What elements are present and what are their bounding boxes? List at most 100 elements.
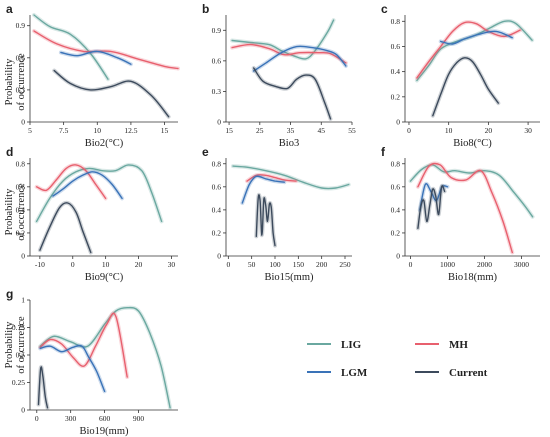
x-tick-label: -10 <box>35 260 45 269</box>
series-band-current-d <box>37 200 93 255</box>
x-tick-label: 7.5 <box>59 126 69 135</box>
panel-c: c 0 0.2 0.4 0.6 0.8 0 10 20 30 Bio8(°C) <box>381 2 540 149</box>
x-tick-label: 25 <box>256 126 264 135</box>
x-tick-label: 0 <box>409 260 413 269</box>
series-line-lig-d <box>35 164 163 223</box>
panel-b: b 0 0.3 0.6 0.9 15 25 35 45 55 Bio3 <box>202 2 356 149</box>
y-tick-label: 0.8 <box>212 159 222 168</box>
y-tick-label: 0.3 <box>16 85 26 94</box>
x-tick-label: 3000 <box>514 260 529 269</box>
y-tick-label: 0.8 <box>391 17 401 26</box>
panel-d: d 0 0.2 0.4 0.6 0.8 -10 0 10 20 30 Bio9(°C) <box>6 145 178 283</box>
y-axis-title-row2-line1: Probability <box>4 188 15 235</box>
series-line-mh-g <box>39 312 128 378</box>
x-tick-label: 200 <box>316 260 328 269</box>
series-line-current-e <box>255 194 276 247</box>
x-tick-label: 20 <box>135 260 143 269</box>
y-tick-label: 0.9 <box>16 21 26 30</box>
y-tick-label: 0.4 <box>391 67 401 76</box>
series-line-current-a <box>53 69 170 118</box>
x-axis-title-g: Bio19(mm) <box>80 426 130 437</box>
panel-letter-d: d <box>6 145 13 159</box>
legend-label-lig: LIG <box>341 339 362 351</box>
series-band-current-a <box>52 68 171 119</box>
x-tick-label: 55 <box>348 126 356 135</box>
x-tick-label: 300 <box>65 414 77 423</box>
x-tick-label: 20 <box>485 126 493 135</box>
y-tick-label: 0.2 <box>391 228 401 237</box>
y-tick-label: 0.4 <box>212 205 222 214</box>
panel-letter-e: e <box>202 145 209 159</box>
y-tick-label: 0 <box>217 252 221 261</box>
x-tick-label: 30 <box>524 126 532 135</box>
x-tick-label: 50 <box>248 260 256 269</box>
x-tick-label: 0 <box>71 260 75 269</box>
y-tick-label: 0.6 <box>391 182 401 191</box>
legend-item-lig: LIG <box>307 339 362 351</box>
series-band-mh-a <box>32 29 180 71</box>
panel-letter-c: c <box>381 2 388 16</box>
y-tick-label: 0.9 <box>212 26 222 35</box>
series-line-mh-a <box>33 30 179 70</box>
series-band-current-b <box>251 66 333 121</box>
x-tick-label: 0 <box>35 414 39 423</box>
y-axis-title-row3-line1: Probability <box>4 321 15 368</box>
y-tick-label: 0.8 <box>16 159 26 168</box>
series-line-mh-b <box>231 43 347 64</box>
x-tick-label: 10 <box>445 126 453 135</box>
series-band-mh-c <box>414 20 523 80</box>
legend-item-mh: MH <box>415 339 468 351</box>
y-axis-title-row1-line2: of occurrence <box>16 53 27 111</box>
x-tick-label: 35 <box>287 126 295 135</box>
x-tick-label: 1000 <box>440 260 455 269</box>
series-line-mh-c <box>416 21 521 79</box>
y-tick-label: 0 <box>217 118 221 127</box>
y-axis-title-row3-line2: of occurrence <box>16 316 27 374</box>
series-line-lig-a <box>33 14 109 80</box>
y-tick-label: 0 <box>396 118 400 127</box>
y-tick-label: 0.2 <box>391 92 401 101</box>
y-tick-label: 0.6 <box>212 56 222 65</box>
y-tick-label: 0.4 <box>16 205 26 214</box>
y-axis-title-row2-line2: of occurrence <box>16 183 27 241</box>
panel-a: a 0 0.3 0.6 0.9 5 7.5 10 12.5 15 Bio2(°C) <box>6 2 180 149</box>
series-band-current-c <box>430 55 501 118</box>
y-tick-label: 0.4 <box>391 205 401 214</box>
series-line-lgm-a <box>60 50 132 65</box>
panel-letter-b: b <box>202 2 209 16</box>
x-tick-label: 12.5 <box>124 126 137 135</box>
x-tick-label: 600 <box>99 414 111 423</box>
y-tick-label: 1 <box>21 296 25 305</box>
x-axis-title-a: Bio2(°C) <box>85 138 124 149</box>
x-tick-label: 0 <box>226 260 230 269</box>
panel-letter-f: f <box>381 145 386 159</box>
x-axis-title-d: Bio9(°C) <box>85 272 124 283</box>
series-line-current-g <box>37 366 49 409</box>
x-tick-label: 15 <box>225 126 233 135</box>
panel-f: f 0 0.2 0.4 0.6 0.8 0 1000 2000 3000 Bio18(mm) <box>381 145 540 283</box>
x-tick-label: 15 <box>161 126 169 135</box>
series-line-lgm-e <box>241 175 285 204</box>
x-tick-label: 5 <box>28 126 32 135</box>
x-axis-title-b: Bio3 <box>279 138 299 149</box>
series-line-lgm-d <box>52 171 123 200</box>
x-tick-label: 30 <box>168 260 176 269</box>
series-line-lig-g <box>39 306 171 409</box>
series-line-mh-d <box>35 164 107 200</box>
y-tick-label: 0.8 <box>391 159 401 168</box>
panels: a00.30.60.95 7.5 10 12.5 15Bio2(°C)b00.30.60… <box>6 2 540 437</box>
x-tick-label: 900 <box>133 414 145 423</box>
x-tick-label: 10 <box>102 260 110 269</box>
x-axis-title-c: Bio8(°C) <box>453 138 492 149</box>
series-band-lig-c <box>414 18 535 83</box>
series-line-current-f <box>417 185 446 229</box>
x-tick-label: 250 <box>339 260 351 269</box>
x-tick-label: 2000 <box>477 260 492 269</box>
y-tick-label: 0.6 <box>391 42 401 51</box>
x-tick-label: 10 <box>94 126 102 135</box>
x-tick-label: 150 <box>293 260 305 269</box>
y-tick-label: 0.25 <box>12 378 25 387</box>
legend-item-lgm: LGM <box>307 367 368 379</box>
legend-item-current: Current <box>415 367 488 379</box>
